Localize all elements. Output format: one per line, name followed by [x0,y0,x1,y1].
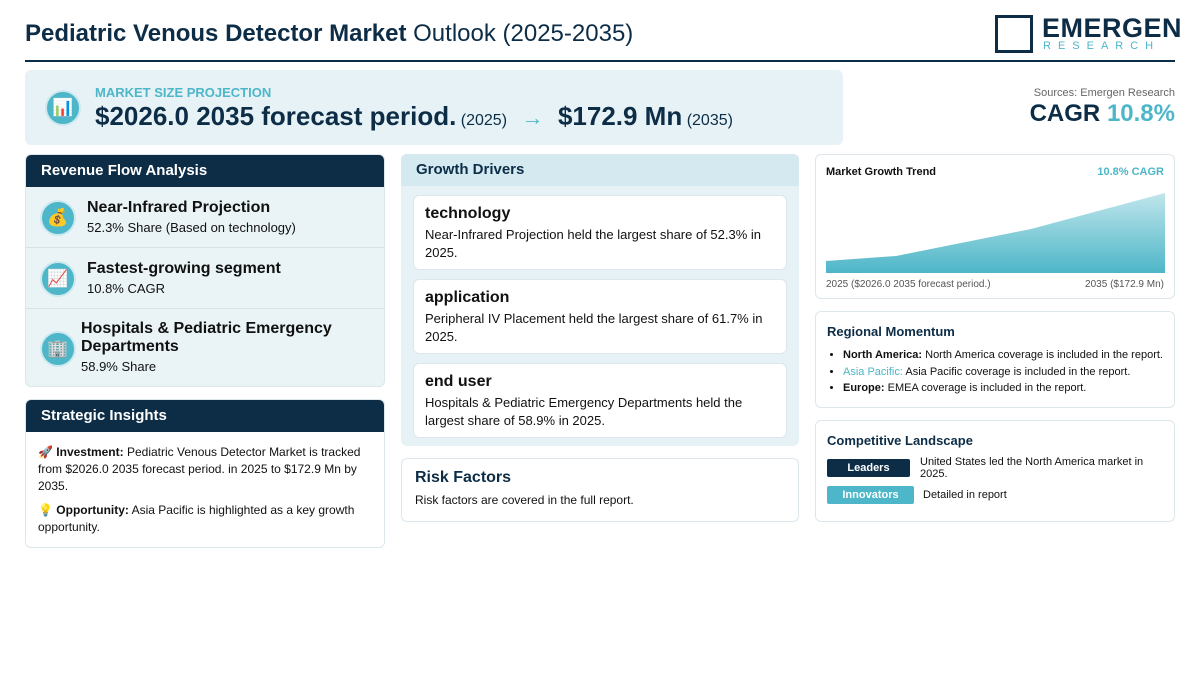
projection-label: MARKET SIZE PROJECTION [95,85,272,100]
region-item: Asia Pacific: Asia Pacific coverage is i… [843,364,1163,381]
revenue-item: 🏢 Hospitals & Pediatric Emergency Depart… [26,309,384,386]
cagr-label: CAGR [1029,100,1101,127]
region-text: Asia Pacific coverage is included in the… [905,365,1131,378]
panel-title: Revenue Flow Analysis [26,155,384,187]
item-detail: 58.9% Share [81,359,157,374]
insights-body: 🚀 Investment: Pediatric Venous Detector … [26,432,384,536]
risk-text: Risk factors are covered in the full rep… [415,493,634,507]
trend-start: 2025 ($2026.0 2035 forecast period.) [826,279,991,290]
icon: 💰 [40,200,76,236]
revenue-panel: Revenue Flow Analysis 💰 Near-Infrared Pr… [25,154,385,387]
region-name: Asia Pacific: [843,365,903,378]
insight-label: Investment: [56,445,124,459]
region-name: Europe: [843,382,885,394]
driver-title: application [425,289,510,306]
revenue-item: 💰 Near-Infrared Projection 52.3% Share (… [26,187,384,248]
trend-graphic [826,193,1165,273]
logo-mark [995,15,1033,53]
driver-card: end user Hospitals & Pediatric Emergency… [413,363,787,438]
driver-card: application Peripheral IV Placement held… [413,279,787,354]
driver-text: Near-Infrared Projection held the larges… [425,227,762,260]
region-item: North America: North America coverage is… [843,347,1163,364]
trend-area [826,193,1165,273]
driver-title: end user [425,373,492,390]
region-text: North America coverage is included in th… [925,349,1163,361]
panel-title: Regional Momentum [827,324,955,339]
insight-text: Pediatric Venous Detector Market is trac… [38,445,361,493]
insight: 💡 Opportunity: Asia Pacific is highlight… [38,503,355,534]
projection-headline: $2026.0 2035 forecast period. (2025) → $… [95,101,733,132]
region-list: North America: North America coverage is… [827,347,1163,397]
page-title: Pediatric Venous Detector Market Outlook… [25,20,633,48]
regional-panel: Regional Momentum North America: North A… [815,311,1175,408]
panel-title: Competitive Landscape [827,433,973,448]
trend-card: Market Growth Trend 10.8% CAGR 2025 ($20… [815,154,1175,299]
header-rule [25,60,1175,62]
revenue-item: 📈 Fastest-growing segment 10.8% CAGR [26,248,384,309]
driver-title: technology [425,205,511,222]
trend-title: Market Growth Trend [826,166,937,178]
trend-badge: 10.8% CAGR [1097,166,1164,178]
panel-title: Strategic Insights [26,400,384,432]
end-year: (2035) [686,112,733,129]
competitive-panel: Competitive Landscape Leaders United Sta… [815,420,1175,522]
tag: Innovators [827,486,914,504]
row-text: Detailed in report [923,489,1007,501]
trend-end: 2035 ($172.9 Mn) [1085,279,1164,290]
item-detail: 10.8% CAGR [87,281,166,296]
icon: 📈 [40,261,76,297]
title-rest: Outlook (2025-2035) [413,20,634,47]
end-value: $172.9 Mn [557,101,683,131]
risk-panel: Risk Factors Risk factors are covered in… [401,458,799,522]
item-detail: 52.3% Share (Based on technology) [87,220,296,235]
item-title: Near-Infrared Projection [87,199,271,216]
title-bold: Pediatric Venous Detector Market [25,20,407,47]
insights-panel: Strategic Insights 🚀 Investment: Pediatr… [25,399,385,548]
region-text: EMEA coverage is included in the report. [887,382,1087,394]
panel-title: Growth Drivers [401,154,799,186]
chart-icon: 📊 [45,90,81,126]
panel-title: Risk Factors [415,469,512,486]
driver-card: technology Near-Infrared Projection held… [413,195,787,270]
drivers-panel: Growth Drivers technology Near-Infrared … [401,154,799,446]
projection-box: 📊 MARKET SIZE PROJECTION $2026.0 2035 fo… [25,70,843,145]
insight: 🚀 Investment: Pediatric Venous Detector … [38,445,361,493]
logo-tagline: RESEARCH [1043,40,1161,52]
insight-text: Asia Pacific is highlighted as a key gro… [38,503,355,534]
region-name: North America: [843,349,923,361]
item-title: Fastest-growing segment [87,260,281,277]
item-title: Hospitals & Pediatric Emergency Departme… [81,320,332,355]
insight-label: Opportunity: [56,503,129,517]
arrow: → [521,105,544,130]
tag: Leaders [827,459,910,477]
start-year: (2025) [460,112,508,129]
cagr-value: 10.8% [1106,100,1175,127]
row-text: United States led the North America mark… [920,456,1144,480]
driver-text: Hospitals & Pediatric Emergency Departme… [425,395,743,428]
logo-name: EMERGEN [1042,13,1183,43]
start-value: $2026.0 2035 forecast period. [95,101,457,131]
source: Sources: Emergen Research [1033,87,1175,99]
icon: 🏢 [40,331,76,367]
cagr: CAGR 10.8% [1030,100,1175,128]
driver-text: Peripheral IV Placement held the largest… [425,311,763,344]
region-item: Europe: EMEA coverage is included in the… [843,380,1163,397]
